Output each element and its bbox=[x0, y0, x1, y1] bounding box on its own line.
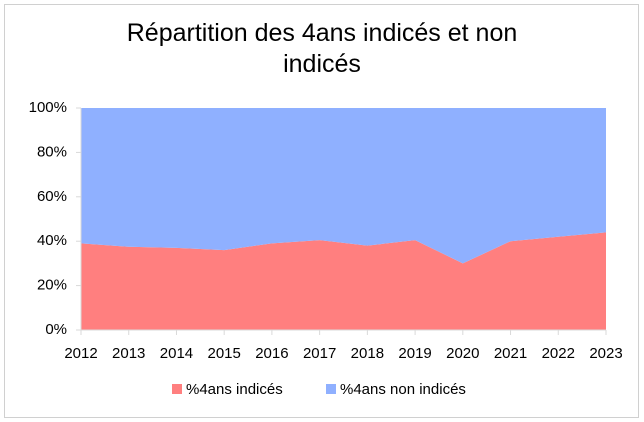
y-tick-label: 20% bbox=[37, 277, 67, 294]
x-tick-label: 2016 bbox=[255, 345, 288, 362]
chart-title: Répartition des 4ans indicés et non indi… bbox=[126, 19, 518, 78]
x-tick-label: 2023 bbox=[589, 345, 622, 362]
area bbox=[81, 232, 606, 330]
y-tick-label: 0% bbox=[45, 321, 67, 338]
x-tick-label: 2012 bbox=[64, 345, 97, 362]
x-tick-label: 2021 bbox=[494, 345, 527, 362]
legend-label: %4ans indicés bbox=[186, 381, 283, 398]
x-tick-label: 2019 bbox=[398, 345, 431, 362]
x-tick-label: 2022 bbox=[542, 345, 575, 362]
y-tick-label: 60% bbox=[37, 188, 67, 205]
legend-swatch bbox=[326, 384, 336, 394]
x-tick-label: 2018 bbox=[351, 345, 384, 362]
y-tick-label: 80% bbox=[37, 143, 67, 160]
area bbox=[81, 108, 606, 264]
y-tick-label: 100% bbox=[29, 99, 67, 116]
y-tick-label: 40% bbox=[37, 232, 67, 249]
legend-swatch bbox=[172, 384, 182, 394]
x-tick-label: 2013 bbox=[112, 345, 145, 362]
x-tick-label: 2015 bbox=[207, 345, 240, 362]
x-tick-label: 2017 bbox=[303, 345, 336, 362]
x-tick-label: 2014 bbox=[160, 345, 193, 362]
legend-label: %4ans non indicés bbox=[340, 381, 466, 398]
x-tick-label: 2020 bbox=[446, 345, 479, 362]
